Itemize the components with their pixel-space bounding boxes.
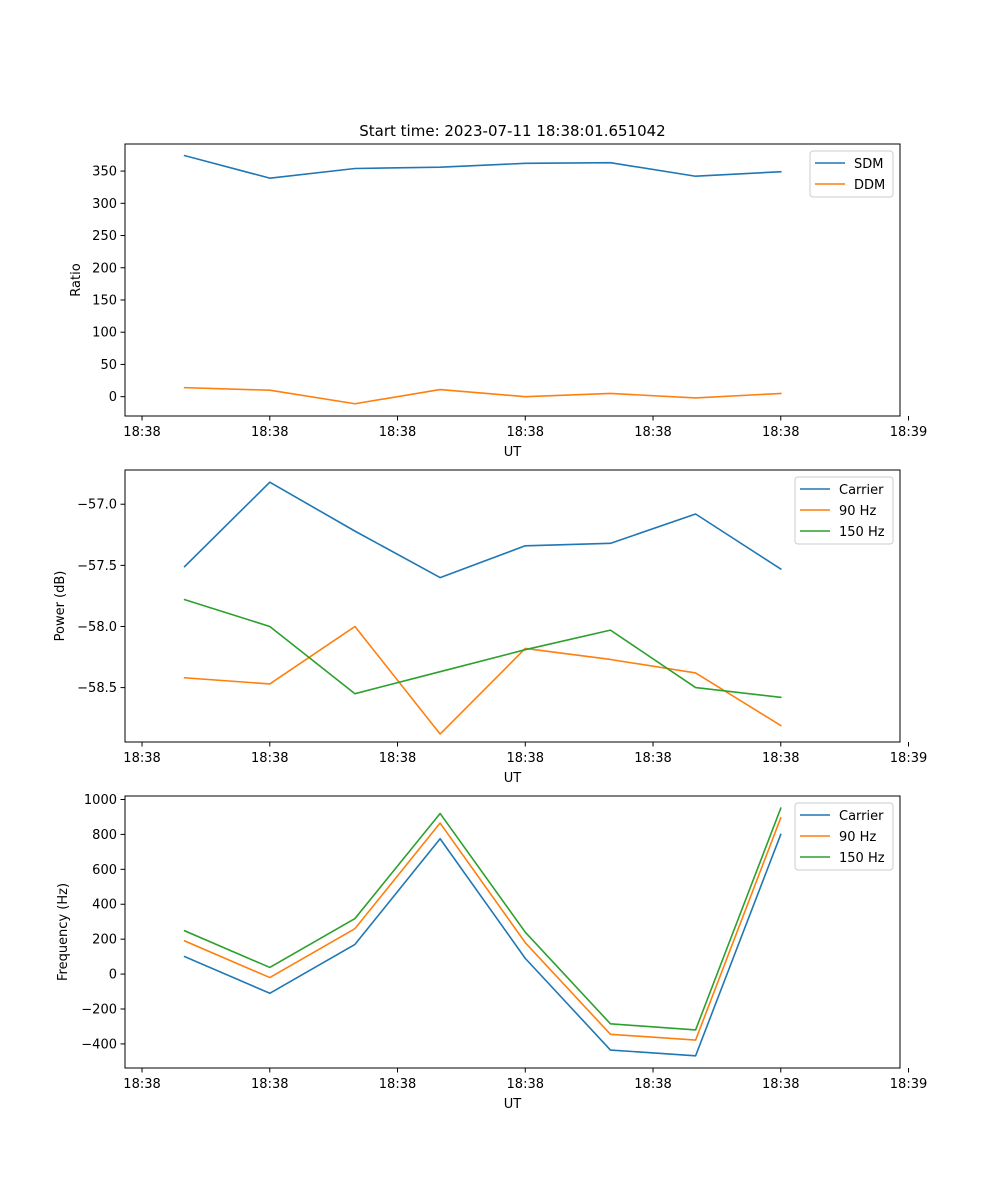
ratio-plot-frame [124, 143, 901, 417]
frequency-y-tick-label-6: 800 [92, 828, 117, 843]
frequency-plot-frame [124, 795, 901, 1069]
frequency-series-line-90hz [183, 816, 782, 1041]
power-series-line-90hz [183, 625, 782, 735]
ratio-legend: SDM DDM [809, 150, 894, 198]
ratio-y-tick-label-0: 0 [109, 390, 117, 405]
ratio-x-tick-label-1: 18:38 [251, 425, 288, 440]
power-plot-frame [124, 469, 901, 743]
power-series-line-150hz [183, 598, 782, 699]
ratio-x-tick-label-2: 18:38 [379, 425, 416, 440]
power-legend-label-90hz: 90 Hz [839, 504, 876, 519]
ratio-panel: 18:38 18:38 18:38 18:38 18:38 18:38 18:39 0 50 10… [69, 122, 927, 460]
power-x-tick-label-6: 18:39 [890, 751, 927, 766]
frequency-y-tick-label-7: 1000 [84, 793, 117, 808]
power-y-tick-label-0: −58.5 [77, 681, 117, 696]
power-legend-label-150hz: 150 Hz [839, 525, 885, 540]
frequency-x-tick-label-5: 18:38 [762, 1077, 799, 1092]
power-x-tick-label-4: 18:38 [634, 751, 671, 766]
ratio-x-tick-label-0: 18:38 [123, 425, 160, 440]
frequency-x-tick-label-3: 18:38 [507, 1077, 544, 1092]
frequency-legend-box [794, 802, 894, 871]
power-legend-box [794, 476, 894, 545]
frequency-x-tick-label-1: 18:38 [251, 1077, 288, 1092]
frequency-series-layer [183, 807, 782, 1057]
ratio-y-tick-label-3: 150 [92, 293, 117, 308]
frequency-y-tick-label-1: −200 [81, 1002, 117, 1017]
chart-title: Start time: 2023-07-11 18:38:01.651042 [359, 122, 665, 140]
frequency-y-tick-label-2: 0 [109, 968, 117, 983]
power-panel: 18:38 18:38 18:38 18:38 18:38 18:38 18:39 −58.5… [53, 469, 927, 786]
frequency-x-tick-label-4: 18:38 [634, 1077, 671, 1092]
power-x-tick-label-2: 18:38 [379, 751, 416, 766]
frequency-x-tick-label-6: 18:39 [890, 1077, 927, 1092]
power-y-tick-label-3: −57.0 [77, 498, 117, 513]
ratio-legend-label-ddm: DDM [854, 178, 885, 193]
frequency-legend-label-150hz: 150 Hz [839, 851, 885, 866]
ratio-y-tick-label-2: 100 [92, 326, 117, 341]
frequency-series-line-carrier [183, 833, 782, 1057]
frequency-y-tick-label-5: 600 [92, 863, 117, 878]
frequency-x-tick-label-0: 18:38 [123, 1077, 160, 1092]
frequency-legend-label-90hz: 90 Hz [839, 830, 876, 845]
ratio-x-axis-label: UT [504, 445, 522, 460]
ratio-series-line-ddm [183, 386, 782, 405]
power-x-tick-label-3: 18:38 [507, 751, 544, 766]
frequency-series-line-150hz [183, 807, 782, 1031]
frequency-panel: 18:38 18:38 18:38 18:38 18:38 18:38 18:39 −400 −… [56, 793, 927, 1112]
power-legend-label-carrier: Carrier [839, 483, 884, 498]
ratio-x-tick-label-6: 18:39 [890, 425, 927, 440]
frequency-y-tick-label-0: −400 [81, 1037, 117, 1052]
power-x-tick-label-5: 18:38 [762, 751, 799, 766]
ratio-y-tick-label-7: 350 [92, 165, 117, 180]
frequency-ticks-layer: 18:38 18:38 18:38 18:38 18:38 18:38 18:39 −400 −… [81, 793, 927, 1092]
power-y-axis-label: Power (dB) [53, 571, 68, 642]
frequency-y-tick-label-3: 200 [92, 933, 117, 948]
power-series-line-carrier [183, 481, 782, 579]
ratio-series-layer [183, 154, 782, 405]
frequency-legend-label-carrier: Carrier [839, 809, 884, 824]
ratio-x-tick-label-5: 18:38 [762, 425, 799, 440]
power-y-tick-label-2: −57.5 [77, 559, 117, 574]
frequency-y-tick-label-4: 400 [92, 898, 117, 913]
ratio-legend-label-sdm: SDM [854, 157, 883, 172]
ratio-series-line-sdm [183, 154, 782, 179]
ratio-x-tick-label-3: 18:38 [507, 425, 544, 440]
ratio-ticks-layer: 18:38 18:38 18:38 18:38 18:38 18:38 18:39 0 50 10… [92, 165, 927, 440]
power-series-layer [183, 481, 782, 735]
frequency-y-axis-label: Frequency (Hz) [56, 883, 71, 981]
power-x-axis-label: UT [504, 771, 522, 786]
ratio-y-tick-label-6: 300 [92, 197, 117, 212]
power-x-tick-label-1: 18:38 [251, 751, 288, 766]
frequency-legend: Carrier 90 Hz 150 Hz [794, 802, 894, 871]
frequency-x-axis-label: UT [504, 1097, 522, 1112]
ratio-x-tick-label-4: 18:38 [634, 425, 671, 440]
power-legend: Carrier 90 Hz 150 Hz [794, 476, 894, 545]
ratio-y-tick-label-5: 250 [92, 229, 117, 244]
power-y-tick-label-1: −58.0 [77, 620, 117, 635]
power-ticks-layer: 18:38 18:38 18:38 18:38 18:38 18:38 18:39 −58.5… [77, 498, 927, 766]
ratio-y-axis-label: Ratio [69, 263, 84, 296]
power-x-tick-label-0: 18:38 [123, 751, 160, 766]
ratio-y-tick-label-1: 50 [100, 358, 117, 373]
ratio-y-tick-label-4: 200 [92, 261, 117, 276]
frequency-x-tick-label-2: 18:38 [379, 1077, 416, 1092]
